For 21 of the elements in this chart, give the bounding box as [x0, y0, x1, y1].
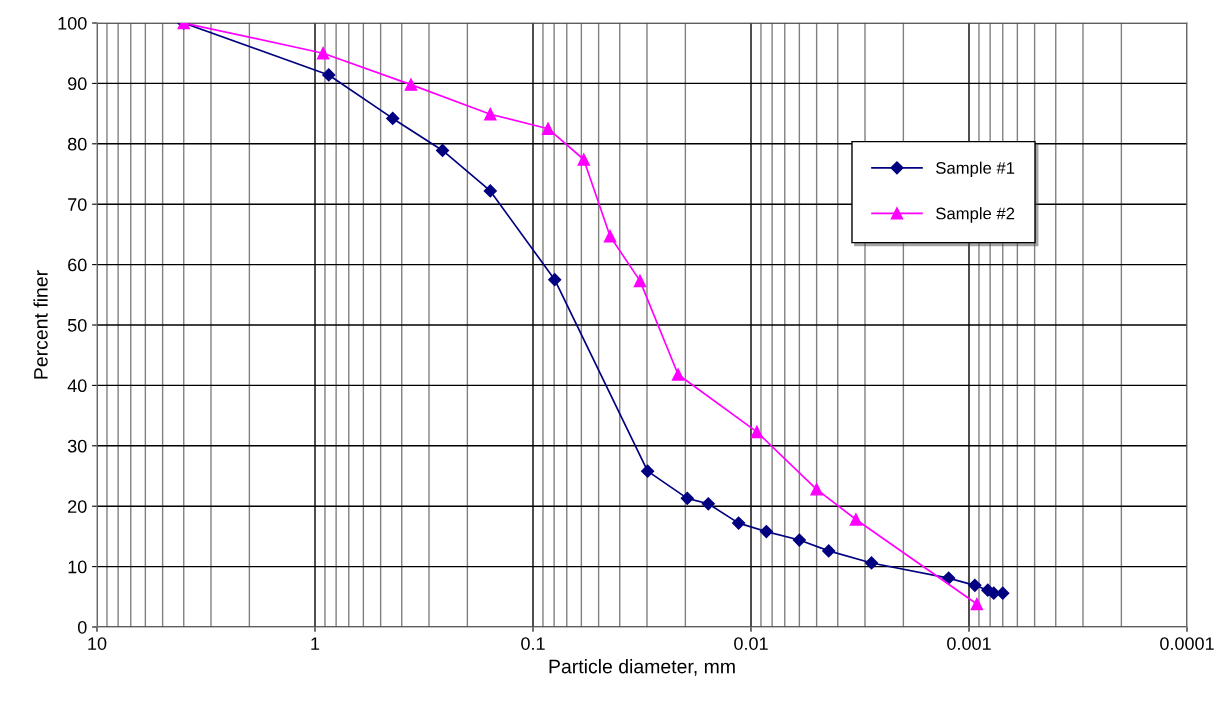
x-tick-label: 0.0001 [1160, 637, 1214, 650]
y-tick-label: 0 [77, 620, 87, 634]
y-tick-label: 80 [67, 137, 87, 151]
y-tick-label: 40 [67, 379, 87, 393]
y-tick-label: 50 [67, 318, 87, 332]
x-tick-label: 0.01 [734, 637, 768, 650]
y-tick-label: 70 [68, 198, 87, 211]
x-tick-label: 0.1 [521, 637, 545, 650]
y-tick-label: 20 [68, 500, 87, 513]
x-axis-title: Particle diameter, mm [549, 659, 735, 676]
y-axis-title: Percent finer [33, 270, 48, 379]
x-tick-label: 1 [311, 637, 320, 650]
y-tick-label: 100 [58, 16, 87, 30]
y-tick-label: 30 [67, 439, 87, 453]
y-tick-label: 90 [68, 77, 87, 91]
x-tick-label: 10 [88, 637, 107, 650]
y-tick-label: 10 [68, 560, 87, 574]
x-tick-label: 0.001 [947, 637, 991, 650]
y-tick-label: 60 [68, 258, 87, 272]
legend-label: Sample #1 [936, 161, 1015, 178]
legend-label: Sample #2 [936, 207, 1015, 223]
